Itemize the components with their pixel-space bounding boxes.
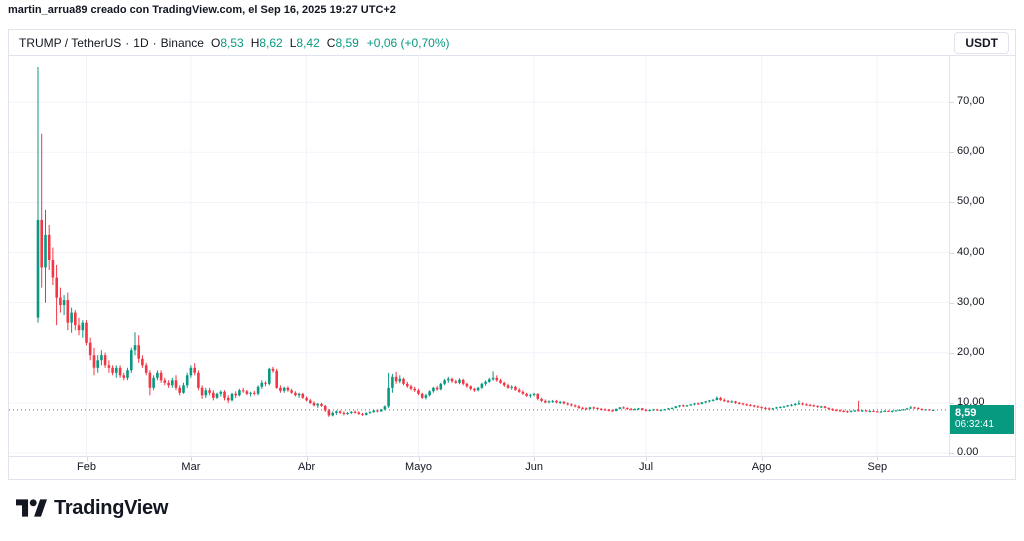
ohlc-low: L8,42 xyxy=(289,35,320,50)
tradingview-logo[interactable]: TradingView xyxy=(16,496,168,520)
currency-toggle-button[interactable]: USDT xyxy=(954,31,1009,54)
price-tick-label: 30,00 xyxy=(957,295,985,308)
price-scale[interactable]: 70,00 60,00 50,00 40,00 30,00 20,00 10,00 0.00 8… xyxy=(949,56,1014,458)
time-scale[interactable]: Feb Mar Abr Mayo Jun Jul Ago Sep xyxy=(9,456,1015,479)
chart-legend: TRUMP / TetherUS · 1D · Binance O8,53 H8… xyxy=(19,36,450,50)
candlestick-chart xyxy=(9,56,949,456)
ohlc-close: C8,59 xyxy=(326,35,359,50)
chart-header: TRUMP / TetherUS · 1D · Binance O8,53 H8… xyxy=(9,30,1015,56)
price-tick-label: 60,00 xyxy=(957,145,985,158)
time-tick xyxy=(646,457,647,461)
price-tick-label: 20,00 xyxy=(957,345,985,358)
ohlc-high: H8,62 xyxy=(250,35,283,50)
last-price-value: 8,59 xyxy=(955,406,977,419)
time-tick xyxy=(534,457,536,461)
chart-main: 70,00 60,00 50,00 40,00 30,00 20,00 10,00 0.00 8… xyxy=(9,56,1015,458)
tradingview-logo-icon xyxy=(16,499,47,517)
snapshot-attribution: martin_arrua89 creado con TradingView.co… xyxy=(8,4,396,16)
time-tick-label: Jun xyxy=(525,461,543,473)
time-tick-label: Sep xyxy=(867,461,888,473)
price-tick xyxy=(950,302,954,304)
time-tick xyxy=(418,457,420,461)
price-tick-label: 70,00 xyxy=(957,95,985,108)
price-tick-label: 40,00 xyxy=(957,245,985,258)
price-tick-label: 0.00 xyxy=(957,446,979,458)
tradingview-logo-text: TradingView xyxy=(54,496,169,519)
price-tick xyxy=(950,202,954,204)
legend-separator: · xyxy=(152,35,157,50)
last-price-badge: 8,59 06:32:41 xyxy=(950,404,1014,434)
time-tick xyxy=(877,457,879,461)
time-tick xyxy=(306,457,308,461)
exchange-label: Binance xyxy=(160,35,204,50)
time-tick xyxy=(761,457,763,461)
price-tick xyxy=(950,352,954,354)
ohlc-open: O8,53 xyxy=(210,35,244,50)
time-tick-label: Feb xyxy=(77,461,96,473)
price-tick xyxy=(950,102,954,104)
price-tick xyxy=(950,402,954,404)
symbol-title: TRUMP / TetherUS xyxy=(19,35,122,50)
legend-separator: · xyxy=(125,35,130,50)
time-tick-label: Mar xyxy=(181,461,201,473)
time-tick-label: Mayo xyxy=(405,461,432,473)
price-change: +0,06 (+0,70%) xyxy=(366,35,450,50)
price-tick xyxy=(950,252,954,254)
time-tick-label: Jul xyxy=(638,461,654,473)
time-tick-label: Abr xyxy=(298,461,316,473)
price-tick xyxy=(950,152,954,154)
price-tick-label: 50,00 xyxy=(957,195,985,208)
price-chart-pane[interactable] xyxy=(9,56,949,456)
time-tick xyxy=(190,457,192,461)
chart-widget: TRUMP / TetherUS · 1D · Binance O8,53 H8… xyxy=(8,29,1016,480)
price-tick xyxy=(950,453,954,454)
time-tick-label: Ago xyxy=(751,461,772,473)
interval-label: 1D xyxy=(133,35,149,50)
time-tick xyxy=(86,457,88,461)
bar-countdown: 06:32:41 xyxy=(955,418,994,430)
